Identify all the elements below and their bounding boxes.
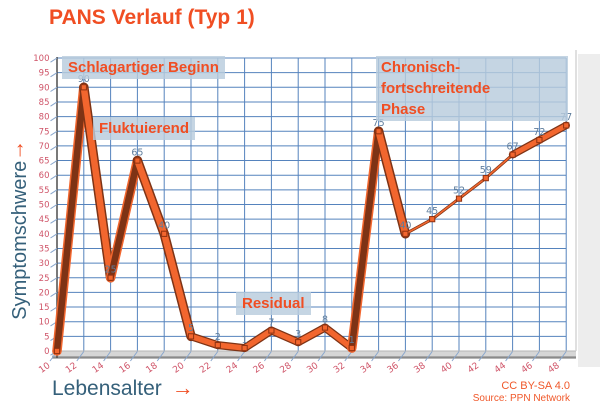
svg-text:30: 30 <box>39 259 50 269</box>
svg-text:95: 95 <box>39 69 50 79</box>
annotation-chronic: Chronisch-fortschreitende Phase <box>376 56 568 121</box>
svg-text:25: 25 <box>105 265 117 276</box>
svg-text:24: 24 <box>225 361 240 376</box>
svg-text:34: 34 <box>359 361 374 376</box>
svg-text:70: 70 <box>39 142 50 152</box>
svg-text:90: 90 <box>78 74 90 85</box>
svg-text:44: 44 <box>493 361 508 376</box>
svg-text:8: 8 <box>322 314 328 325</box>
source-text: Source: PPN Network <box>472 393 570 404</box>
svg-text:32: 32 <box>332 361 347 376</box>
chart-title: PANS Verlauf (Typ 1) <box>49 6 255 29</box>
svg-text:7: 7 <box>268 317 274 328</box>
svg-text:10: 10 <box>39 318 50 328</box>
svg-text:52: 52 <box>453 185 465 196</box>
svg-text:16: 16 <box>118 361 133 376</box>
license-text: CC BY-SA 4.0 <box>501 380 570 392</box>
up-arrow-icon: ↑ <box>14 137 26 161</box>
svg-text:100: 100 <box>33 54 49 64</box>
svg-text:75: 75 <box>373 118 385 129</box>
svg-text:30: 30 <box>305 361 320 376</box>
svg-text:40: 40 <box>39 230 50 240</box>
svg-text:72: 72 <box>533 127 545 138</box>
svg-text:59: 59 <box>480 165 492 176</box>
svg-text:80: 80 <box>39 113 50 123</box>
svg-text:1: 1 <box>242 335 248 346</box>
svg-text:0: 0 <box>44 347 49 357</box>
svg-text:40: 40 <box>399 221 411 232</box>
annotation-residual: Residual <box>236 292 311 315</box>
svg-text:45: 45 <box>39 215 50 225</box>
svg-text:12: 12 <box>64 361 79 376</box>
svg-text:26: 26 <box>252 361 267 376</box>
x-axis-title-text: Lebensalter <box>52 377 162 400</box>
svg-text:65: 65 <box>39 157 50 167</box>
attribution: CC BY-SA 4.0 Source: PPN Network <box>473 380 570 404</box>
svg-text:28: 28 <box>278 361 293 376</box>
annotation-chronic-line2: Phase <box>381 101 426 118</box>
svg-text:10: 10 <box>37 361 52 376</box>
svg-text:25: 25 <box>39 274 50 284</box>
y-axis-title-text: Symptomschwere <box>9 160 31 320</box>
svg-text:48: 48 <box>546 361 561 376</box>
annotation-onset: Schlagartiger Beginn <box>62 56 225 79</box>
svg-text:40: 40 <box>158 221 170 232</box>
svg-text:2: 2 <box>215 332 221 343</box>
svg-text:85: 85 <box>39 98 50 108</box>
svg-text:35: 35 <box>39 244 50 254</box>
x-axis-title: Lebensalter → <box>52 375 194 401</box>
series-line <box>52 82 570 356</box>
svg-text:36: 36 <box>386 361 401 376</box>
svg-text:46: 46 <box>520 361 535 376</box>
svg-text:15: 15 <box>39 303 50 313</box>
annotation-fluctuating: Fluktuierend <box>93 117 196 140</box>
y-axis-title: Symptomschwere↑ <box>8 108 32 356</box>
svg-text:60: 60 <box>39 171 50 181</box>
svg-text:40: 40 <box>439 361 454 376</box>
svg-text:22: 22 <box>198 361 213 376</box>
svg-text:65: 65 <box>131 147 143 158</box>
annotation-chronic-line1: Chronisch-fortschreitende <box>381 59 491 97</box>
svg-text:1: 1 <box>349 335 355 346</box>
chart-floor <box>52 50 577 359</box>
svg-text:18: 18 <box>144 361 159 376</box>
svg-text:50: 50 <box>39 201 50 211</box>
svg-text:3: 3 <box>295 329 301 340</box>
svg-text:67: 67 <box>507 141 519 152</box>
svg-text:75: 75 <box>39 127 50 137</box>
svg-text:55: 55 <box>39 186 50 196</box>
right-arrow-icon: → <box>171 375 194 400</box>
svg-text:42: 42 <box>466 361 481 376</box>
y-axis-ticks: 0 5 10 15 20 25 30 35 40 45 50 55 60 65 70 75 80 85 90 95 10… <box>33 54 58 357</box>
svg-text:20: 20 <box>171 361 186 376</box>
page-margin <box>578 54 600 367</box>
svg-text:20: 20 <box>39 288 50 298</box>
svg-text:38: 38 <box>412 361 427 376</box>
svg-text:5: 5 <box>44 332 49 342</box>
svg-text:45: 45 <box>426 206 438 217</box>
svg-text:90: 90 <box>39 83 50 93</box>
series-markers <box>53 84 570 355</box>
svg-text:5: 5 <box>188 323 194 334</box>
svg-text:14: 14 <box>91 361 106 376</box>
